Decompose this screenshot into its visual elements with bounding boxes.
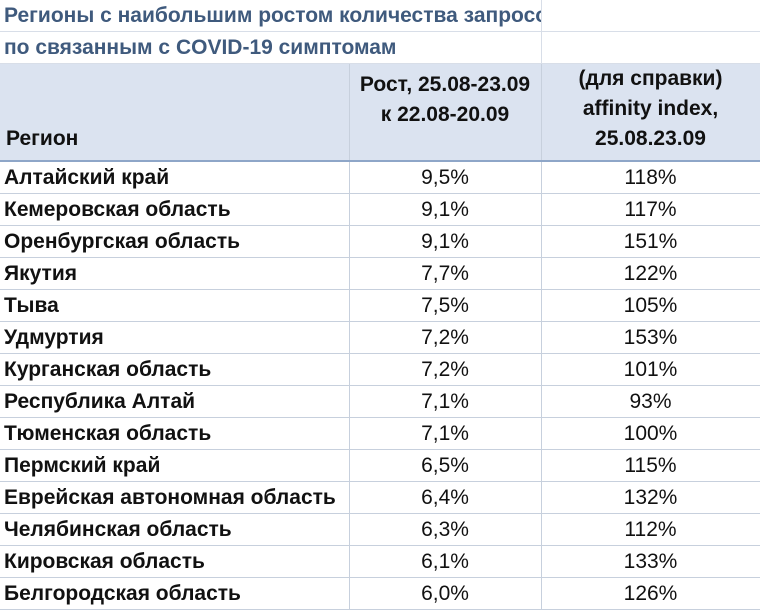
empty-cell bbox=[540, 0, 760, 32]
table-row: Белгородская область 6,0% 126% bbox=[0, 577, 760, 610]
affinity-header-line-2: affinity index, bbox=[582, 97, 719, 120]
growth-cell: 7,5% bbox=[349, 289, 542, 322]
table-row: Кемеровская область 9,1% 117% bbox=[0, 193, 760, 226]
region-cell: Еврейская автономная область bbox=[0, 481, 350, 514]
table-row: Республика Алтай 7,1% 93% bbox=[0, 385, 760, 418]
growth-cell: 7,7% bbox=[349, 257, 542, 290]
affinity-cell: 132% bbox=[541, 481, 760, 514]
region-cell: Алтайский край bbox=[0, 161, 350, 194]
growth-cell: 9,5% bbox=[349, 161, 542, 194]
table-row: Удмуртия 7,2% 153% bbox=[0, 321, 760, 354]
table-row: Оренбургская область 9,1% 151% bbox=[0, 225, 760, 258]
table-row: Еврейская автономная область 6,4% 132% bbox=[0, 481, 760, 514]
region-cell: Кировская область bbox=[0, 545, 350, 578]
growth-cell: 6,0% bbox=[349, 577, 542, 610]
table-row: Челябинская область 6,3% 112% bbox=[0, 513, 760, 546]
region-cell: Тюменская область bbox=[0, 417, 350, 450]
growth-cell: 7,1% bbox=[349, 385, 542, 418]
growth-header-line-2: к 22.08-20.09 bbox=[380, 103, 510, 126]
affinity-cell: 117% bbox=[541, 193, 760, 226]
region-cell: Якутия bbox=[0, 257, 350, 290]
growth-cell: 7,2% bbox=[349, 353, 542, 386]
growth-cell: 6,5% bbox=[349, 449, 542, 482]
affinity-cell: 105% bbox=[541, 289, 760, 322]
region-cell: Удмуртия bbox=[0, 321, 350, 354]
table-row: Тюменская область 7,1% 100% bbox=[0, 417, 760, 450]
affinity-cell: 153% bbox=[541, 321, 760, 354]
region-cell: Курганская область bbox=[0, 353, 350, 386]
affinity-cell: 112% bbox=[541, 513, 760, 546]
affinity-cell: 126% bbox=[541, 577, 760, 610]
growth-header-line-1: Рост, 25.08-23.09 bbox=[359, 73, 531, 96]
column-header-growth: Рост, 25.08-23.09 к 22.08-20.09 bbox=[349, 63, 542, 162]
affinity-cell: 100% bbox=[541, 417, 760, 450]
column-header-region: Регион bbox=[0, 63, 350, 162]
table-row: Тыва 7,5% 105% bbox=[0, 289, 760, 322]
growth-cell: 7,2% bbox=[349, 321, 542, 354]
column-header-affinity: (для справки) affinity index, 25.08.23.0… bbox=[541, 63, 760, 162]
table-row: Курганская область 7,2% 101% bbox=[0, 353, 760, 386]
table-row: Пермский край 6,5% 115% bbox=[0, 449, 760, 482]
region-cell: Тыва bbox=[0, 289, 350, 322]
affinity-cell: 93% bbox=[541, 385, 760, 418]
table-row: Якутия 7,7% 122% bbox=[0, 257, 760, 290]
region-cell: Челябинская область bbox=[0, 513, 350, 546]
table-title-line-2: по связанным с COVID-19 симптомам bbox=[0, 31, 541, 64]
growth-cell: 6,1% bbox=[349, 545, 542, 578]
growth-cell: 6,4% bbox=[349, 481, 542, 514]
region-cell: Республика Алтай bbox=[0, 385, 350, 418]
affinity-cell: 101% bbox=[541, 353, 760, 386]
affinity-cell: 118% bbox=[541, 161, 760, 194]
growth-cell: 6,3% bbox=[349, 513, 542, 546]
region-cell: Оренбургская область bbox=[0, 225, 350, 258]
growth-cell: 9,1% bbox=[349, 225, 542, 258]
growth-cell: 9,1% bbox=[349, 193, 542, 226]
title-row-2: по связанным с COVID-19 симптомам bbox=[0, 31, 760, 64]
empty-cell bbox=[540, 31, 760, 64]
affinity-header-line-1: (для справки) bbox=[578, 67, 723, 90]
affinity-cell: 122% bbox=[541, 257, 760, 290]
affinity-header-line-3: 25.08.23.09 bbox=[595, 127, 706, 150]
region-cell: Пермский край bbox=[0, 449, 350, 482]
title-row-1: Регионы с наибольшим ростом количества з… bbox=[0, 0, 760, 32]
growth-cell: 7,1% bbox=[349, 417, 542, 450]
table-row: Кировская область 6,1% 133% bbox=[0, 545, 760, 578]
region-cell: Кемеровская область bbox=[0, 193, 350, 226]
header-row: Регион Рост, 25.08-23.09 к 22.08-20.09 (… bbox=[0, 63, 760, 162]
region-cell: Белгородская область bbox=[0, 577, 350, 610]
affinity-cell: 115% bbox=[541, 449, 760, 482]
table-title-line-1: Регионы с наибольшим ростом количества з… bbox=[0, 0, 541, 32]
affinity-cell: 151% bbox=[541, 225, 760, 258]
table-row: Алтайский край 9,5% 118% bbox=[0, 161, 760, 194]
affinity-cell: 133% bbox=[541, 545, 760, 578]
